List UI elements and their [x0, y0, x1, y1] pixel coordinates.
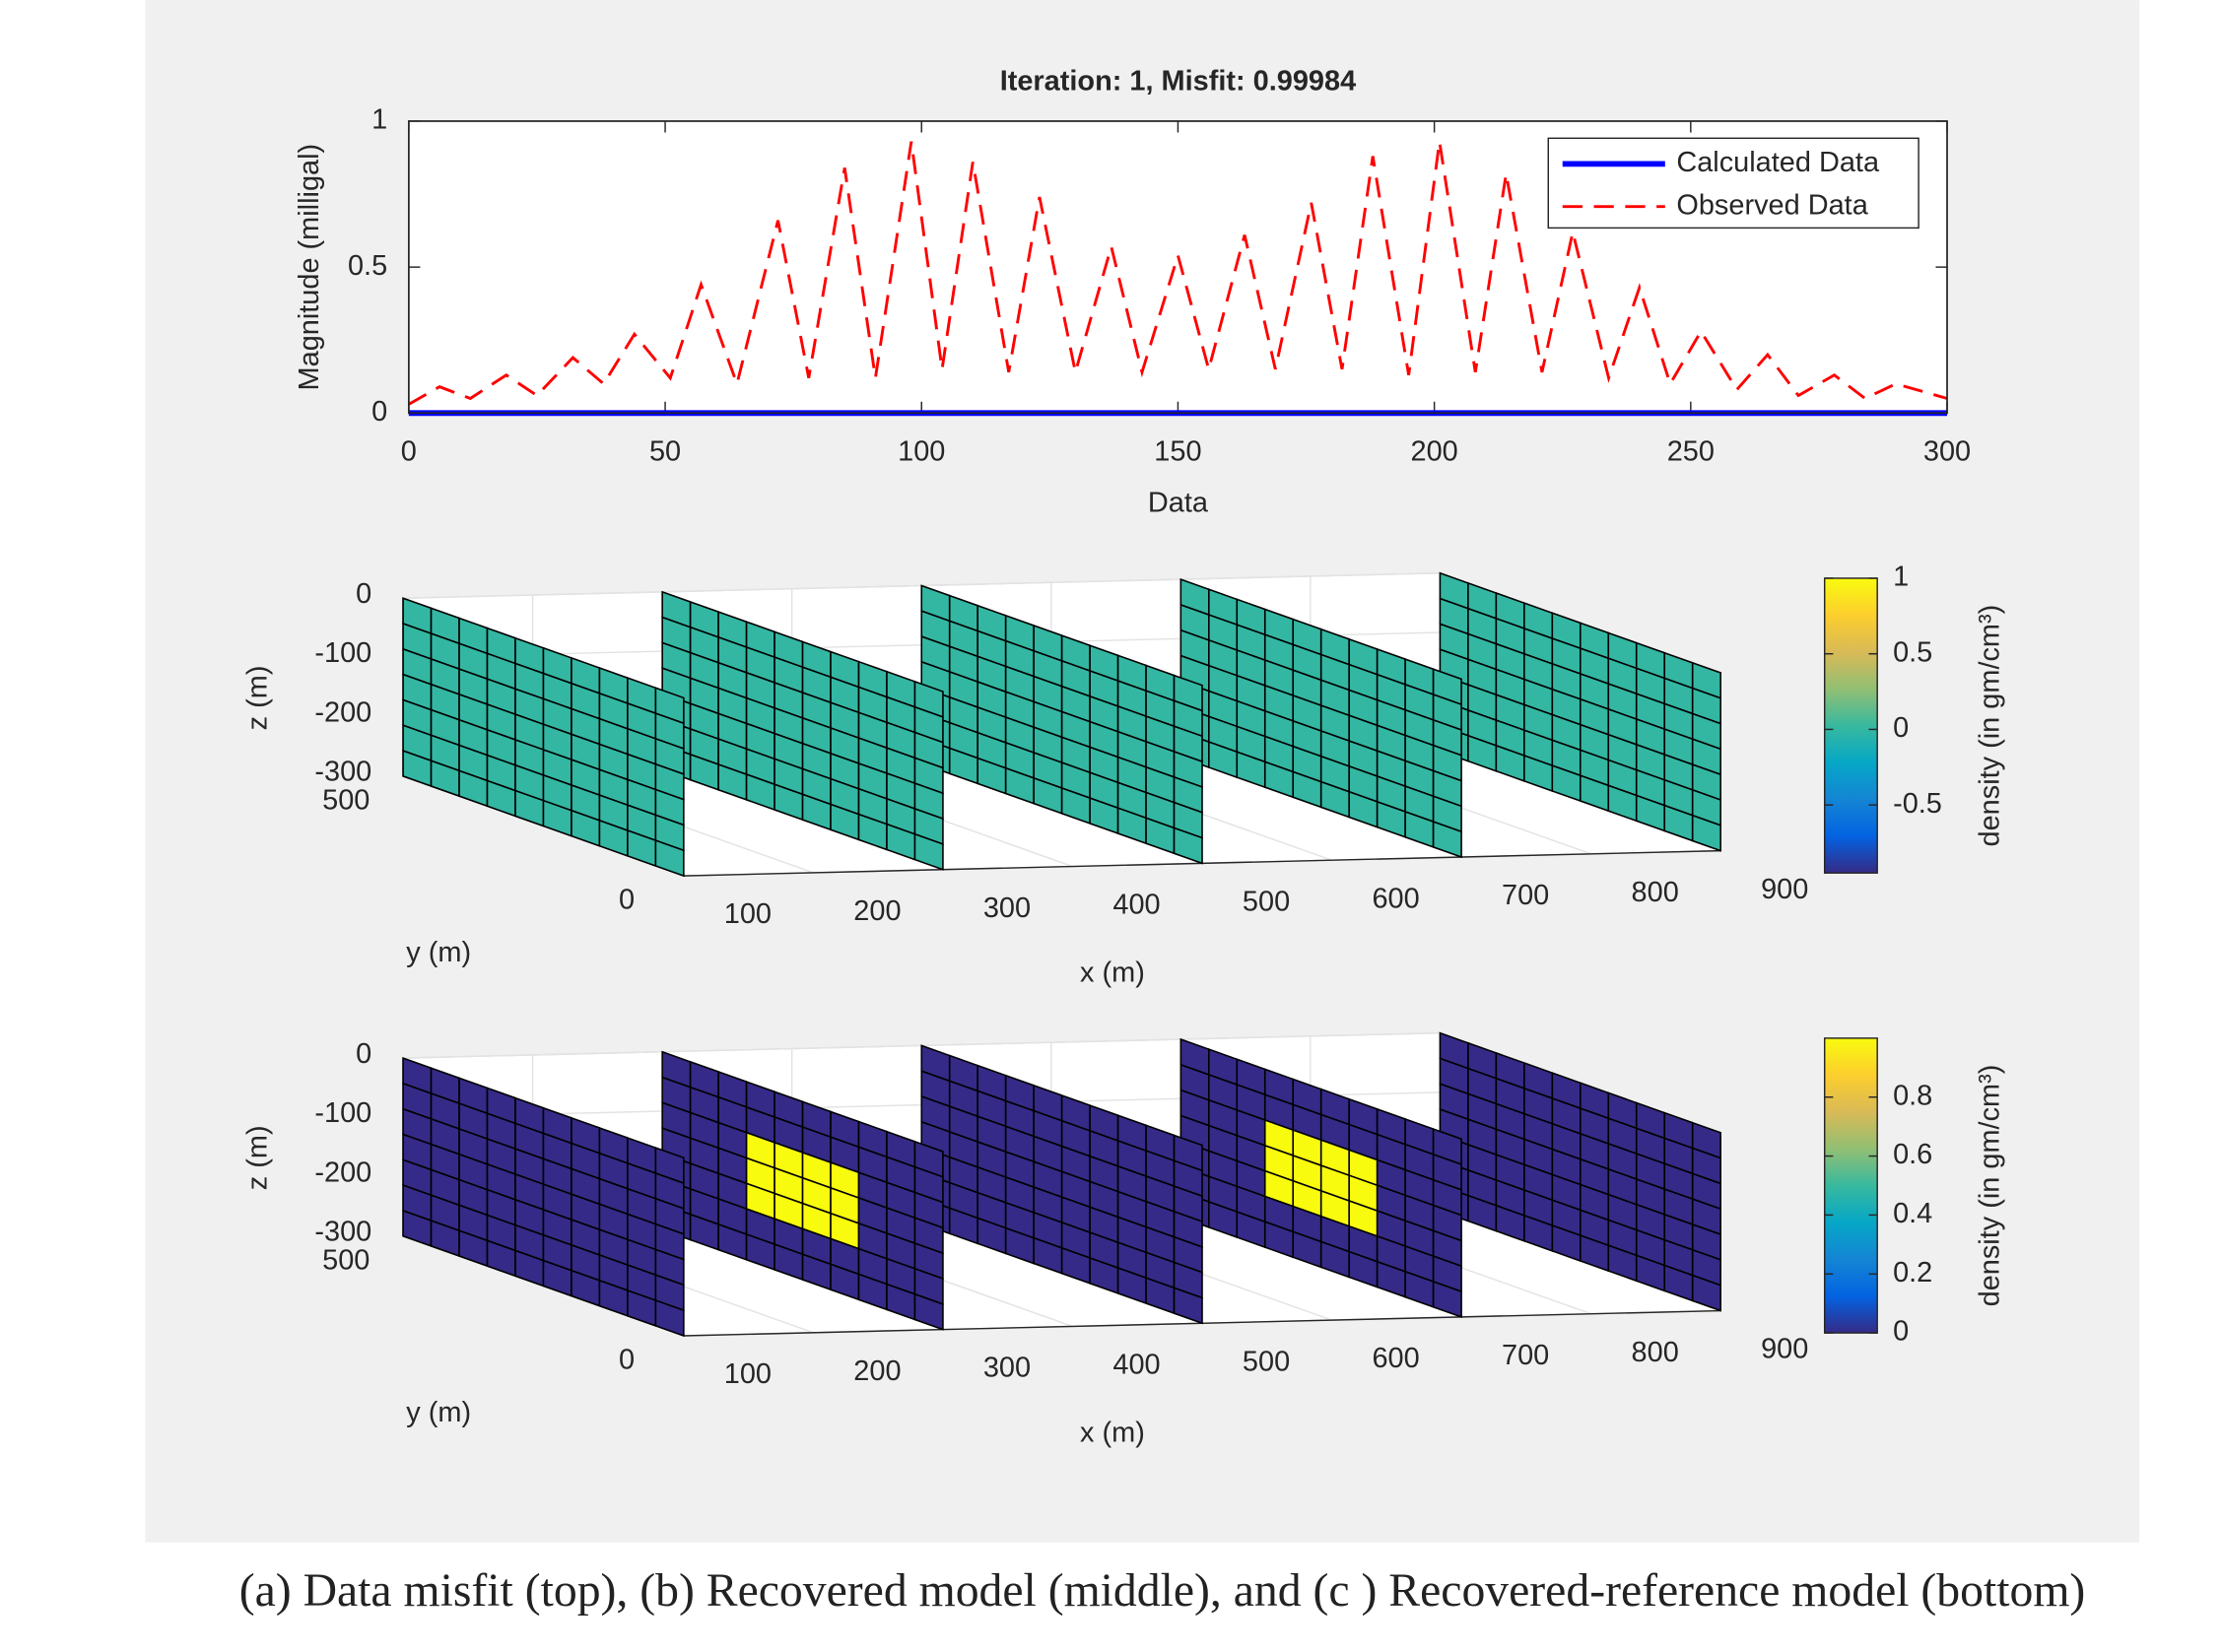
cell [1173, 1287, 1203, 1325]
colorbar-tick-label: 0.2 [1893, 1257, 1932, 1289]
colorbar-tick-label: 1 [1893, 562, 1909, 593]
colorbar-tick-label: -0.5 [1893, 788, 1942, 820]
colorbar-label: density (in gm/cm³) [1974, 1065, 2005, 1307]
colorbar [1823, 1037, 1878, 1334]
z-axis-label: z (m) [242, 1125, 274, 1190]
y-tick-label: 0 [619, 1345, 635, 1376]
y-tick-label: 1 [371, 104, 387, 136]
x-tick-label: 200 [1411, 435, 1458, 467]
legend-box [1547, 137, 1919, 230]
x-tick-label: 150 [1154, 435, 1201, 467]
slice [402, 597, 685, 878]
y-tick-label: 500 [322, 1244, 370, 1276]
y-tick-label: 500 [322, 785, 370, 817]
cell [1432, 1280, 1462, 1319]
x-tick-label: 250 [1667, 435, 1715, 467]
y-tick-label: 0.5 [348, 250, 387, 282]
chart-title: Iteration: 1, Misfit: 0.99984 [1000, 66, 1356, 98]
z-tick-label: -100 [314, 637, 371, 669]
y-tick-label: 0 [371, 396, 387, 428]
slice [920, 1044, 1203, 1325]
z-tick-label: 0 [356, 578, 371, 610]
x-tick-label: 0 [401, 435, 417, 467]
slice [1439, 571, 1721, 852]
x-axis-label: Data [1148, 487, 1209, 518]
x-tick-label: 400 [1112, 1350, 1160, 1381]
x-tick-label: 100 [724, 898, 772, 930]
x-tick-label: 900 [1761, 874, 1808, 905]
colorbar-tick-label: 0.5 [1893, 636, 1932, 668]
z-axis-label: z (m) [242, 665, 274, 730]
slice [1179, 1037, 1462, 1319]
slice [402, 1056, 685, 1338]
x-tick-label: 100 [724, 1358, 772, 1390]
z-tick-label: -300 [314, 757, 371, 788]
caption: (a) Data misfit (top), (b) Recovered mod… [239, 1564, 2086, 1617]
x-tick-label: 100 [898, 435, 945, 467]
data-line [408, 141, 1948, 406]
x-tick-label: 400 [1112, 890, 1160, 921]
cell [913, 832, 944, 871]
y-tick-label: 0 [619, 885, 635, 916]
x-tick-label: 200 [853, 895, 901, 927]
y-axis-label: y (m) [406, 937, 471, 968]
cell [1173, 826, 1203, 865]
x-tick-label: 300 [983, 1353, 1031, 1384]
slice [661, 1050, 944, 1331]
plot-frame [407, 120, 1948, 415]
z-tick-label: -300 [314, 1217, 371, 1248]
x-tick-label: 600 [1372, 1343, 1419, 1374]
x-axis-label: x (m) [1080, 957, 1145, 988]
colorbar-tick-label: 0.8 [1893, 1080, 1932, 1111]
x-tick-label: 500 [1243, 1346, 1290, 1377]
x-tick-label: 900 [1761, 1334, 1808, 1365]
colorbar-label: density (in gm/cm³) [1974, 605, 2005, 847]
x-tick-label: 50 [649, 435, 681, 467]
cell [1691, 814, 1721, 852]
cell [654, 839, 685, 878]
legend-label: Calculated Data [1676, 147, 1880, 178]
colorbar-tick-label: 0.6 [1893, 1139, 1932, 1170]
z-tick-label: 0 [356, 1038, 371, 1070]
x-tick-label: 200 [853, 1355, 901, 1387]
slice [920, 584, 1203, 865]
x-tick-label: 300 [1923, 435, 1971, 467]
cell [1691, 1274, 1721, 1312]
legend-label: Observed Data [1676, 189, 1868, 221]
x-tick-label: 700 [1502, 880, 1549, 911]
x-tick-label: 800 [1632, 1337, 1679, 1368]
x-tick-label: 700 [1502, 1340, 1549, 1371]
x-tick-label: 600 [1372, 883, 1419, 914]
colorbar-tick-label: 0 [1893, 1316, 1909, 1348]
cell [1432, 820, 1462, 859]
y-axis-label: y (m) [406, 1397, 471, 1428]
cell [654, 1298, 685, 1338]
y-axis-label: Magnitude (milligal) [294, 144, 325, 391]
slice [1439, 1031, 1721, 1312]
colorbar-tick-label: 0.4 [1893, 1198, 1932, 1229]
x-tick-label: 500 [1243, 886, 1290, 917]
z-tick-label: -200 [314, 1156, 371, 1188]
x-tick-label: 300 [983, 892, 1031, 924]
x-axis-label: x (m) [1080, 1417, 1145, 1448]
z-tick-label: -200 [314, 696, 371, 728]
cell [913, 1292, 944, 1331]
colorbar-tick-label: 0 [1893, 712, 1909, 744]
x-tick-label: 800 [1632, 877, 1679, 908]
colorbar [1823, 577, 1878, 874]
z-tick-label: -100 [314, 1097, 371, 1129]
